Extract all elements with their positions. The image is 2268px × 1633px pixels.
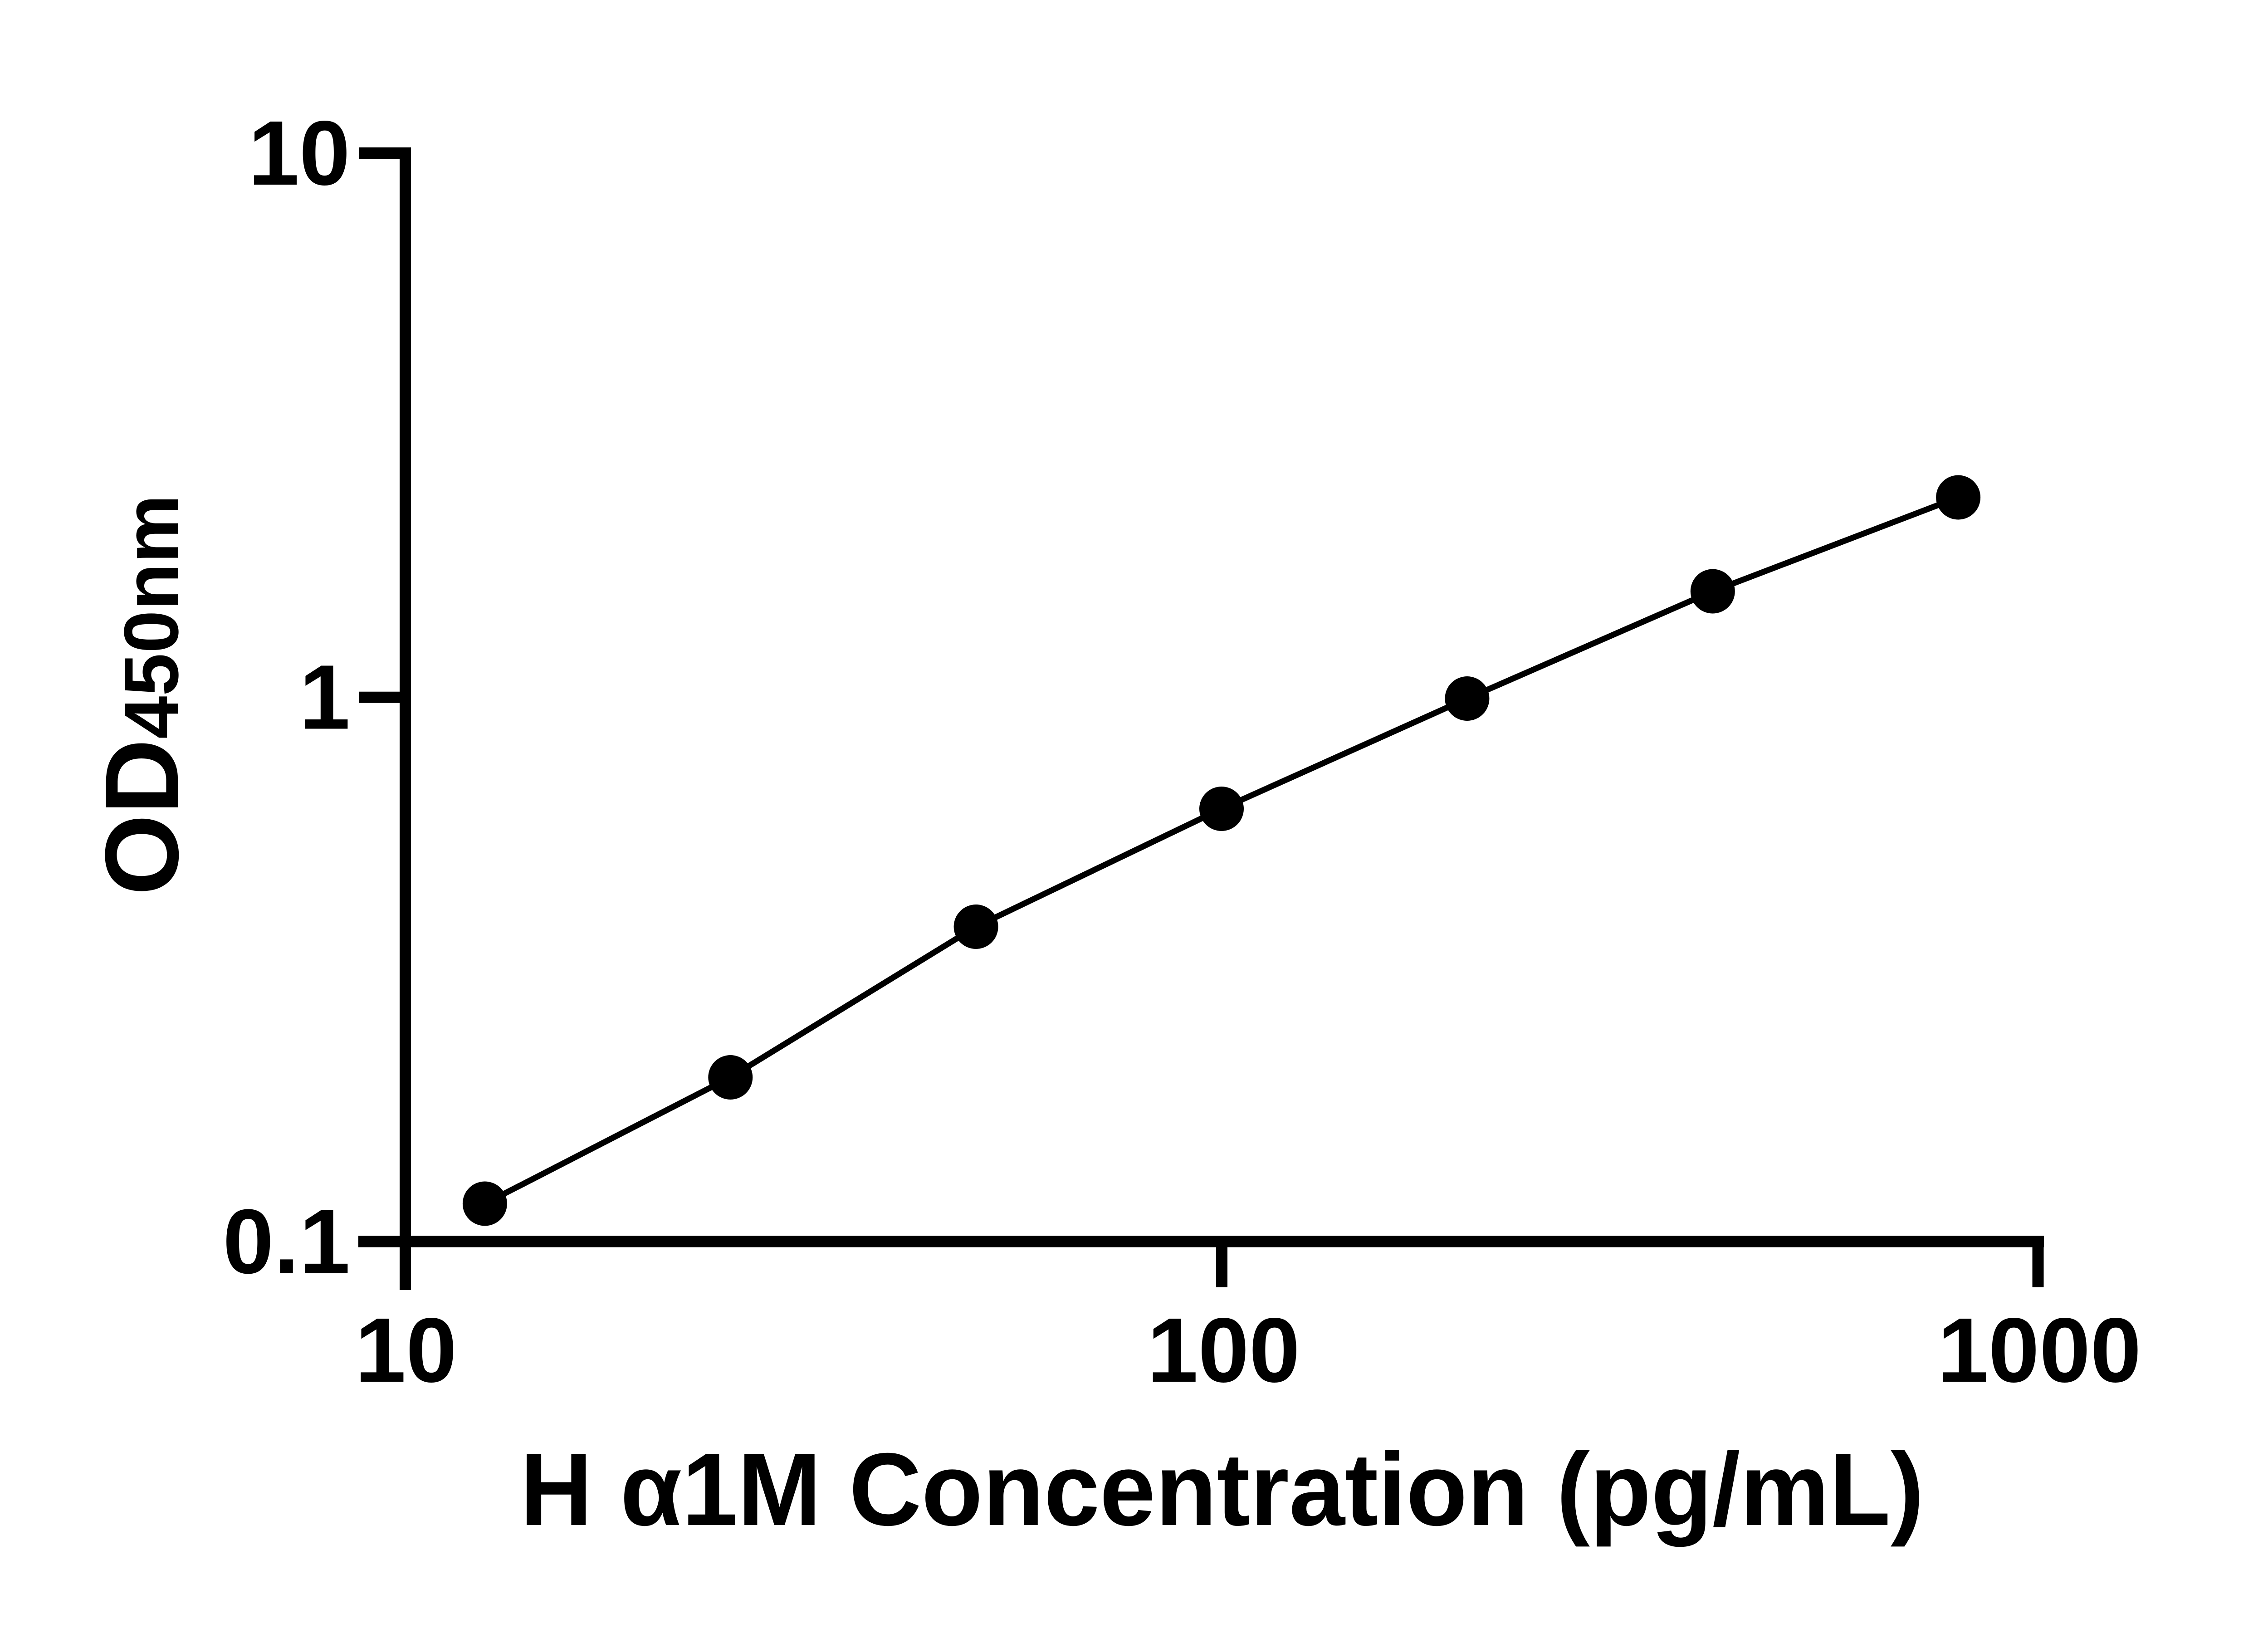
svg-text:OD450nm: OD450nm <box>83 494 200 895</box>
svg-text:1: 1 <box>299 646 350 748</box>
svg-text:100: 100 <box>1147 1299 1300 1401</box>
svg-text:10: 10 <box>248 102 350 204</box>
svg-text:10: 10 <box>355 1299 457 1401</box>
svg-text:1000: 1000 <box>1937 1299 2141 1401</box>
svg-text:0.1: 0.1 <box>223 1190 350 1293</box>
svg-text:H α1M Concentration (pg/mL): H α1M Concentration (pg/mL) <box>520 1432 1924 1547</box>
